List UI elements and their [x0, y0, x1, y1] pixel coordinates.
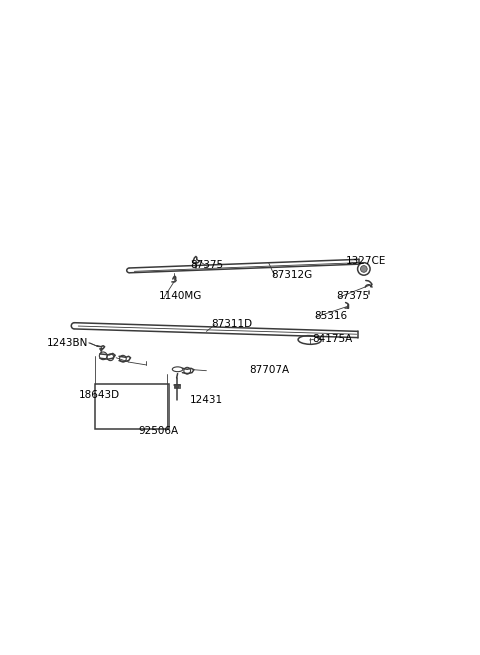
Circle shape	[360, 265, 367, 272]
Text: 85316: 85316	[314, 311, 348, 321]
Text: 87312G: 87312G	[271, 270, 312, 280]
Text: 87375: 87375	[190, 260, 223, 270]
Polygon shape	[99, 348, 103, 352]
Text: 87707A: 87707A	[250, 365, 290, 375]
Text: 1243BN: 1243BN	[47, 338, 88, 348]
Text: 87311D: 87311D	[211, 319, 252, 329]
Text: 84175A: 84175A	[312, 335, 352, 345]
Text: 92506A: 92506A	[138, 426, 179, 436]
Text: 87375: 87375	[336, 291, 369, 301]
Text: 1327CE: 1327CE	[346, 256, 386, 267]
Text: 12431: 12431	[190, 396, 223, 405]
Text: 18643D: 18643D	[79, 390, 120, 400]
Text: 1140MG: 1140MG	[158, 291, 202, 301]
Bar	[95, 384, 169, 429]
Bar	[174, 384, 180, 388]
